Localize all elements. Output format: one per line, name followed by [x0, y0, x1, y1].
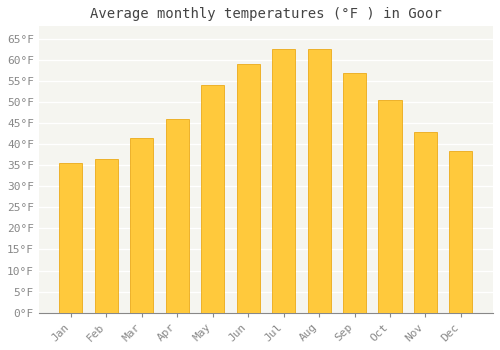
- Bar: [414, 132, 437, 313]
- Bar: [378, 100, 402, 313]
- Bar: [201, 85, 224, 313]
- Bar: [308, 49, 330, 313]
- Bar: [343, 72, 366, 313]
- Bar: [450, 150, 472, 313]
- Bar: [272, 49, 295, 313]
- Bar: [95, 159, 118, 313]
- Bar: [166, 119, 189, 313]
- Bar: [60, 163, 82, 313]
- Bar: [236, 64, 260, 313]
- Title: Average monthly temperatures (°F ) in Goor: Average monthly temperatures (°F ) in Go…: [90, 7, 442, 21]
- Bar: [130, 138, 154, 313]
